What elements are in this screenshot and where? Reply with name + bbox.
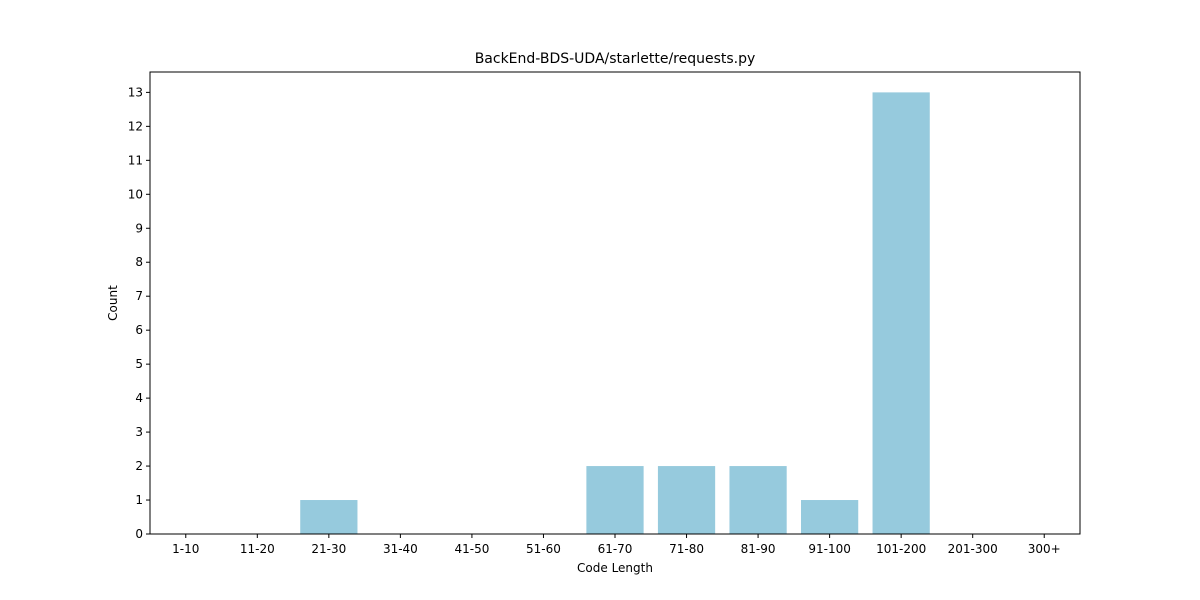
x-tick-label: 91-100 — [808, 542, 851, 556]
x-tick-label: 300+ — [1028, 542, 1061, 556]
x-tick-label: 101-200 — [876, 542, 926, 556]
x-tick-label: 41-50 — [454, 542, 489, 556]
x-tick-label: 1-10 — [172, 542, 199, 556]
y-tick-label: 10 — [128, 187, 143, 201]
x-tick-label: 31-40 — [383, 542, 418, 556]
chart-title: BackEnd-BDS-UDA/starlette/requests.py — [475, 51, 756, 67]
x-tick-label: 11-20 — [240, 542, 275, 556]
x-tick-label: 61-70 — [598, 542, 633, 556]
y-tick-label: 2 — [135, 459, 143, 473]
y-tick-label: 6 — [135, 323, 143, 337]
bars-group — [300, 92, 930, 534]
y-tick-label: 12 — [128, 119, 143, 133]
x-axis-label: Code Length — [577, 561, 653, 575]
bar-101-200 — [872, 92, 930, 534]
y-tick-label: 13 — [128, 85, 143, 99]
bar-71-80 — [657, 466, 716, 534]
y-axis-label: Count — [106, 285, 120, 321]
y-tick-label: 1 — [135, 493, 143, 507]
y-tick-label: 7 — [135, 289, 143, 303]
y-tick-label: 3 — [135, 425, 143, 439]
x-tick-label: 81-90 — [741, 542, 776, 556]
bar-91-100 — [801, 500, 859, 534]
x-tick-label: 201-300 — [948, 542, 998, 556]
bar-81-90 — [729, 466, 787, 534]
x-axis-ticks: 1-10 11-20 21-30 31-40 41-50 51-60 61-70 71-80 8… — [172, 534, 1061, 556]
x-tick-label: 51-60 — [526, 542, 561, 556]
x-tick-label: 71-80 — [669, 542, 704, 556]
bar-61-70 — [586, 466, 644, 534]
y-tick-label: 8 — [135, 255, 143, 269]
y-tick-label: 11 — [128, 153, 143, 167]
x-tick-label: 21-30 — [311, 542, 346, 556]
bar-21-30 — [300, 500, 358, 534]
y-tick-label: 0 — [135, 527, 143, 541]
y-tick-label: 4 — [135, 391, 143, 405]
y-tick-label: 5 — [135, 357, 143, 371]
y-tick-label: 9 — [135, 221, 143, 235]
plot-frame — [149, 71, 1081, 535]
